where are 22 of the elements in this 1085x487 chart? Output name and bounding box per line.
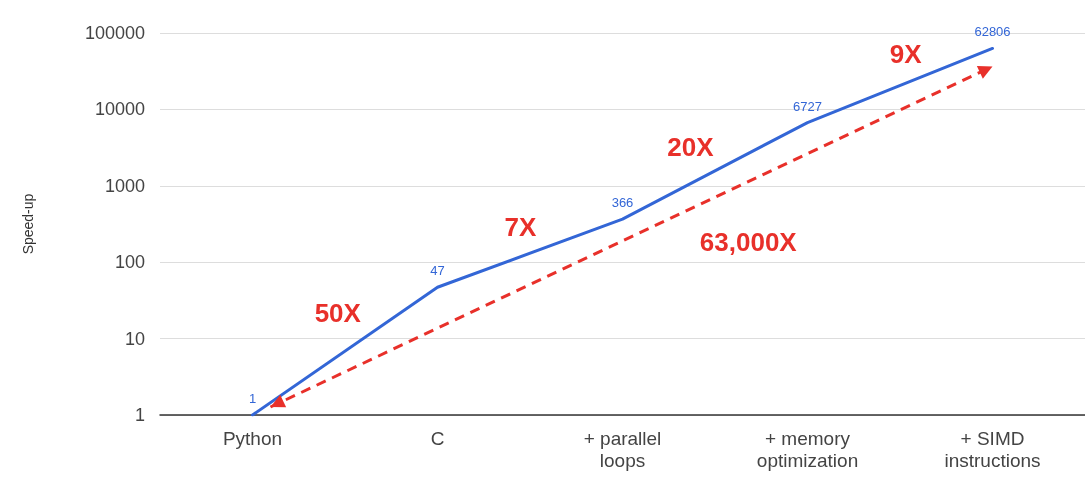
annotation: 50X [314, 297, 362, 328]
data-label: 366 [611, 195, 634, 211]
x-tick-label: C [430, 427, 445, 449]
x-tick-label: + parallel loops [583, 427, 662, 471]
data-label: 47 [430, 263, 445, 279]
y-tick-label: 100000 [84, 23, 145, 43]
x-tick-label: + SIMD instructions [944, 427, 1041, 471]
x-tick-label: + memory optimization [756, 427, 859, 471]
data-label: 1 [248, 391, 257, 406]
y-tick-label: 1 [134, 405, 145, 425]
data-label: 62806 [974, 24, 1011, 40]
y-axis-title: Speed-up [20, 193, 36, 255]
annotation: 7X [504, 212, 537, 243]
data-label: 6727 [793, 98, 822, 114]
y-tick-label: 10 [124, 328, 145, 349]
y-tick-label: 100 [114, 252, 145, 273]
annotation: 9X [889, 39, 923, 70]
x-tick-label: Python [222, 427, 283, 449]
annotation: 63,000X [699, 226, 798, 257]
y-tick-label: 1000 [104, 175, 145, 196]
annotation: 20X [667, 131, 715, 162]
y-tick-label: 10000 [94, 99, 145, 120]
